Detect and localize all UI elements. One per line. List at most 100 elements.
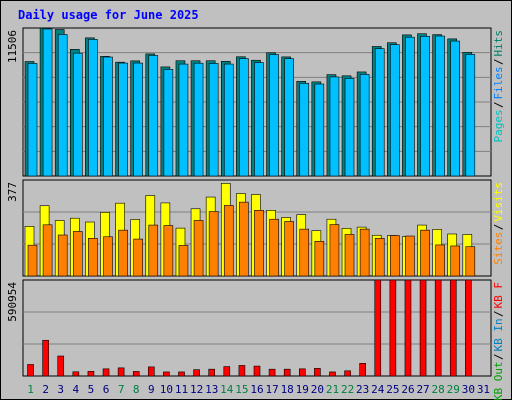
bar-kb-f-day-2 bbox=[42, 339, 49, 377]
bar-sites-day-5 bbox=[88, 238, 98, 277]
x-tick-label-day-16: 16 bbox=[250, 383, 263, 396]
bar-files-day-2 bbox=[42, 28, 53, 177]
bar-kb-f-day-26 bbox=[404, 279, 412, 377]
bar-kb-f-day-14 bbox=[223, 366, 231, 377]
bar-sites-day-9 bbox=[148, 224, 159, 277]
bar-sites-day-16 bbox=[254, 210, 264, 277]
panel-3-plot-area bbox=[22, 279, 492, 377]
bar-files-day-12 bbox=[193, 62, 204, 177]
bar-sites-day-6 bbox=[103, 236, 113, 277]
bar-sites-day-1 bbox=[27, 244, 38, 277]
bar-sites-day-22 bbox=[344, 234, 355, 277]
bar-files-day-13 bbox=[208, 63, 219, 177]
bar-kb-f-day-13 bbox=[208, 368, 216, 377]
bar-files-day-27 bbox=[420, 36, 430, 177]
bar-kb-f-day-19 bbox=[298, 368, 306, 377]
bar-files-day-8 bbox=[133, 62, 143, 177]
x-tick-label-day-26: 26 bbox=[401, 383, 414, 396]
bar-sites-day-29 bbox=[450, 245, 461, 277]
bar-sites-day-30 bbox=[465, 246, 476, 277]
legend-sites: Sites bbox=[492, 232, 505, 265]
bar-sites-day-21 bbox=[329, 224, 340, 277]
panel-2-max-label: 377 bbox=[6, 182, 19, 202]
bar-kb-f-day-23 bbox=[359, 363, 366, 377]
bar-files-day-10 bbox=[163, 69, 174, 177]
bar-sites-day-17 bbox=[269, 218, 279, 277]
bar-files-day-17 bbox=[269, 54, 279, 177]
legend-kb-out: KB Out bbox=[492, 361, 505, 400]
bar-sites-day-28 bbox=[435, 244, 445, 277]
legend-pages: Pages bbox=[492, 109, 505, 142]
panel-2-legend-separator: / bbox=[492, 224, 505, 231]
bar-sites-day-20 bbox=[314, 241, 325, 277]
bar-files-day-25 bbox=[390, 44, 400, 177]
bar-kb-f-day-22 bbox=[344, 370, 351, 377]
bar-kb-f-day-15 bbox=[238, 365, 246, 377]
bar-kb-f-day-10 bbox=[163, 371, 170, 377]
bar-sites-day-26 bbox=[405, 235, 415, 277]
x-tick-label-day-13: 13 bbox=[205, 383, 218, 396]
bar-kb-f-day-24 bbox=[374, 279, 382, 377]
bar-sites-day-10 bbox=[163, 225, 174, 277]
bar-sites-day-14 bbox=[223, 205, 234, 277]
panel-1-legend-separator: / bbox=[492, 101, 505, 108]
x-tick-label-day-27: 27 bbox=[416, 383, 429, 396]
x-tick-label-day-8: 8 bbox=[133, 383, 140, 396]
x-tick-label-day-2: 2 bbox=[42, 383, 49, 396]
bar-sites-day-12 bbox=[193, 220, 204, 277]
bar-kb-f-day-17 bbox=[268, 368, 276, 377]
chart-title: Daily usage for June 2025 bbox=[18, 8, 199, 22]
bar-files-day-15 bbox=[239, 58, 249, 177]
bar-files-day-3 bbox=[57, 34, 68, 177]
x-tick-label-day-15: 15 bbox=[235, 383, 248, 396]
x-tick-label-day-1: 1 bbox=[27, 383, 34, 396]
x-tick-label-day-21: 21 bbox=[326, 383, 339, 396]
bar-files-day-6 bbox=[103, 56, 113, 177]
x-tick-label-day-11: 11 bbox=[175, 383, 188, 396]
bar-kb-f-day-20 bbox=[314, 368, 321, 377]
bar-kb-f-day-27 bbox=[419, 279, 427, 377]
bar-kb-f-day-1 bbox=[27, 364, 34, 377]
bar-kb-f-day-29 bbox=[449, 279, 457, 377]
bar-files-day-18 bbox=[284, 58, 294, 177]
bar-kb-f-day-7 bbox=[117, 367, 125, 377]
bar-kb-f-day-11 bbox=[178, 371, 185, 377]
x-tick-label-day-25: 25 bbox=[386, 383, 399, 396]
bar-files-day-24 bbox=[374, 48, 385, 177]
bar-files-day-20 bbox=[314, 83, 325, 177]
bar-kb-f-day-12 bbox=[193, 369, 200, 377]
bar-sites-day-15 bbox=[239, 201, 249, 277]
bar-files-day-5 bbox=[88, 39, 98, 177]
bar-sites-day-11 bbox=[178, 245, 189, 277]
bar-files-day-1 bbox=[27, 63, 38, 177]
bar-files-day-23 bbox=[359, 74, 370, 177]
bar-sites-day-4 bbox=[72, 231, 83, 277]
bar-kb-f-day-4 bbox=[72, 371, 80, 377]
x-tick-label-day-14: 14 bbox=[220, 383, 234, 396]
bar-sites-day-23 bbox=[359, 228, 370, 277]
bar-kb-f-day-16 bbox=[253, 365, 261, 377]
x-tick-label-day-17: 17 bbox=[265, 383, 278, 396]
bar-files-day-22 bbox=[344, 78, 355, 177]
bar-files-day-21 bbox=[329, 76, 340, 177]
x-tick-label-day-20: 20 bbox=[311, 383, 324, 396]
bar-files-day-14 bbox=[223, 63, 234, 177]
x-tick-label-day-29: 29 bbox=[447, 383, 460, 396]
legend-visits: Visits bbox=[492, 182, 505, 222]
bar-sites-day-3 bbox=[57, 234, 68, 277]
bar-sites-day-25 bbox=[390, 235, 400, 277]
bar-files-day-4 bbox=[72, 52, 83, 177]
bar-files-day-30 bbox=[465, 54, 476, 177]
bar-sites-day-13 bbox=[208, 211, 219, 277]
bar-files-day-26 bbox=[405, 36, 415, 177]
bar-sites-day-18 bbox=[284, 221, 294, 277]
bar-files-day-9 bbox=[148, 55, 159, 177]
bar-sites-day-2 bbox=[42, 224, 53, 277]
bar-kb-f-day-9 bbox=[148, 366, 155, 377]
bar-files-day-28 bbox=[435, 35, 445, 177]
x-tick-label-day-5: 5 bbox=[88, 383, 95, 396]
panel-1-max-label: 11506 bbox=[6, 30, 19, 63]
bar-files-day-16 bbox=[254, 62, 264, 177]
bar-kb-f-day-30 bbox=[465, 279, 472, 377]
